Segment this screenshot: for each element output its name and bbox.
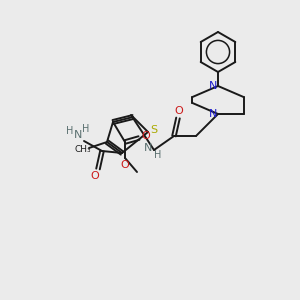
Text: N: N [209,81,217,91]
Text: H: H [82,124,90,134]
Text: N: N [144,143,152,153]
Text: O: O [91,171,99,181]
Text: CH₃: CH₃ [75,146,91,154]
Text: S: S [150,125,158,135]
Text: N: N [209,109,217,119]
Text: O: O [142,131,150,141]
Text: H: H [154,150,162,160]
Text: H: H [66,126,74,136]
Text: O: O [121,160,129,170]
Text: N: N [74,130,82,140]
Text: O: O [175,106,183,116]
